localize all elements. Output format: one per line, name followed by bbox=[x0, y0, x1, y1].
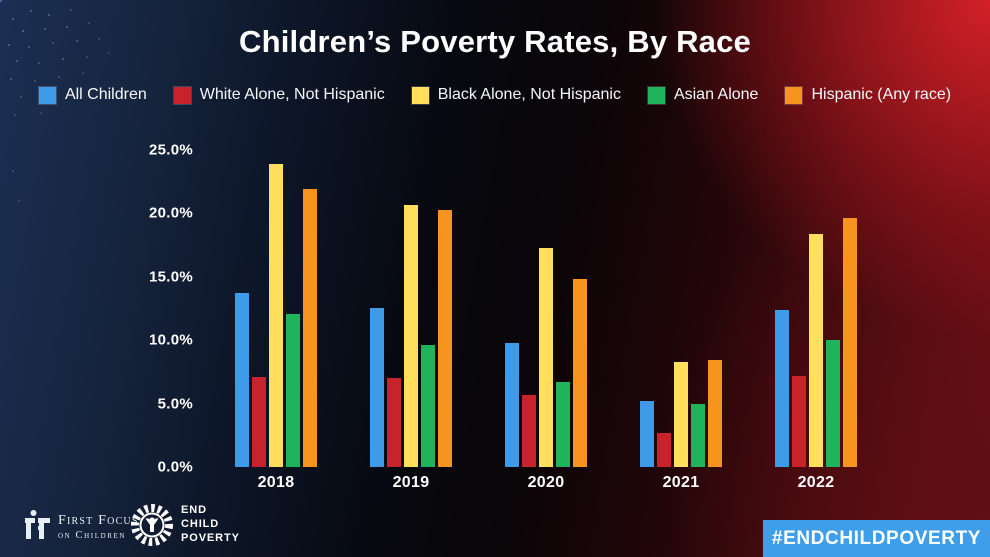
ecp-line1: END bbox=[181, 504, 207, 517]
legend-swatch-icon bbox=[173, 86, 191, 104]
legend-swatch-icon bbox=[38, 86, 56, 104]
bar-2018-hispanic-any-race bbox=[303, 189, 317, 467]
legend-item-4: Hispanic (Any race) bbox=[785, 86, 951, 104]
bar-2020-all-children bbox=[505, 343, 519, 467]
hashtag-text: #ENDCHILDPOVERTY bbox=[771, 527, 982, 549]
first-focus-logo: First Focus on Children bbox=[24, 509, 139, 545]
bar-group-2022: 2022 bbox=[775, 150, 857, 491]
bar-2019-asian-alone bbox=[421, 345, 435, 467]
legend-label: All Children bbox=[64, 86, 147, 103]
bar-2021-white-alone-not-hispanic bbox=[657, 433, 671, 467]
legend-swatch-icon bbox=[647, 86, 665, 104]
y-axis-tick-label: 10.0% bbox=[148, 331, 193, 349]
hashtag-banner: #ENDCHILDPOVERTY bbox=[763, 520, 990, 557]
end-child-poverty-text: END CHILD POVERTY bbox=[181, 504, 240, 545]
y-axis: 25.0% 20.0% 15.0% 10.0% 5.0% 0.0% bbox=[0, 142, 193, 476]
legend-swatch-icon bbox=[411, 86, 429, 104]
y-axis-tick-label: 25.0% bbox=[148, 141, 193, 159]
bar-2021-all-children bbox=[640, 401, 654, 467]
legend-label: White Alone, Not Hispanic bbox=[199, 86, 385, 103]
bar-2022-asian-alone bbox=[826, 340, 840, 467]
first-focus-logo-text: First Focus on Children bbox=[58, 513, 139, 541]
y-axis-tick-label: 15.0% bbox=[148, 268, 193, 286]
y-axis-tick-label: 20.0% bbox=[148, 204, 193, 222]
bar-group-2019: 2019 bbox=[370, 150, 452, 491]
x-axis-year-label: 2020 bbox=[527, 474, 565, 491]
bar-2020-black-alone-not-hispanic bbox=[539, 248, 553, 467]
bar-2019-black-alone-not-hispanic bbox=[404, 205, 418, 467]
bar-2018-black-alone-not-hispanic bbox=[269, 164, 283, 467]
legend-swatch-icon bbox=[785, 86, 803, 104]
y-axis-tick-label: 0.0% bbox=[157, 458, 193, 476]
legend-item-3: Asian Alone bbox=[647, 86, 759, 104]
bar-2022-hispanic-any-race bbox=[843, 218, 857, 467]
x-axis-year-label: 2018 bbox=[257, 474, 295, 491]
x-axis-year-label: 2019 bbox=[392, 474, 430, 491]
bar-2020-asian-alone bbox=[556, 382, 570, 467]
x-axis-year-label: 2022 bbox=[797, 474, 835, 491]
chart-legend: All Children White Alone, Not Hispanic Bla… bbox=[0, 86, 990, 104]
legend-label: Hispanic (Any race) bbox=[811, 86, 952, 103]
first-focus-logo-icon bbox=[25, 510, 50, 539]
legend-item-1: White Alone, Not Hispanic bbox=[173, 86, 385, 104]
bar-chart-plot-area: 2018 2019 2020 2021 2022 bbox=[235, 150, 857, 491]
ecp-line3: POVERTY bbox=[181, 531, 240, 544]
first-focus-line1: First Focus bbox=[58, 513, 139, 528]
bar-2018-asian-alone bbox=[286, 314, 300, 467]
bar-2020-white-alone-not-hispanic bbox=[522, 395, 536, 467]
bar-2018-white-alone-not-hispanic bbox=[252, 377, 266, 467]
legend-item-0: All Children bbox=[38, 86, 147, 104]
bar-2018-all-children bbox=[235, 293, 249, 467]
speckle-dots-decoration bbox=[0, 0, 2, 2]
bar-2019-all-children bbox=[370, 308, 384, 467]
chart-title: Children’s Poverty Rates, By Race bbox=[239, 24, 751, 59]
sunburst-person-icon bbox=[131, 504, 173, 546]
x-axis-year-label: 2021 bbox=[662, 474, 700, 491]
bar-2019-white-alone-not-hispanic bbox=[387, 378, 401, 467]
end-child-poverty-logo: END CHILD POVERTY bbox=[130, 503, 240, 547]
bar-2022-black-alone-not-hispanic bbox=[809, 234, 823, 467]
bar-group-2021: 2021 bbox=[640, 150, 722, 491]
ecp-line2: CHILD bbox=[181, 518, 220, 531]
bar-2022-all-children bbox=[775, 310, 789, 467]
y-axis-tick-label: 5.0% bbox=[157, 395, 193, 413]
bar-group-2020: 2020 bbox=[505, 150, 587, 491]
legend-label: Asian Alone bbox=[673, 86, 759, 103]
bar-2020-hispanic-any-race bbox=[573, 279, 587, 467]
bar-2019-hispanic-any-race bbox=[438, 210, 452, 467]
legend-label: Black Alone, Not Hispanic bbox=[437, 86, 621, 103]
bar-2021-hispanic-any-race bbox=[708, 360, 722, 467]
legend-item-2: Black Alone, Not Hispanic bbox=[411, 86, 621, 104]
bar-2021-asian-alone bbox=[691, 404, 705, 467]
bar-2021-black-alone-not-hispanic bbox=[674, 362, 688, 467]
bar-group-2018: 2018 bbox=[235, 150, 317, 491]
first-focus-line2: on Children bbox=[58, 530, 127, 541]
bar-2022-white-alone-not-hispanic bbox=[792, 376, 806, 467]
